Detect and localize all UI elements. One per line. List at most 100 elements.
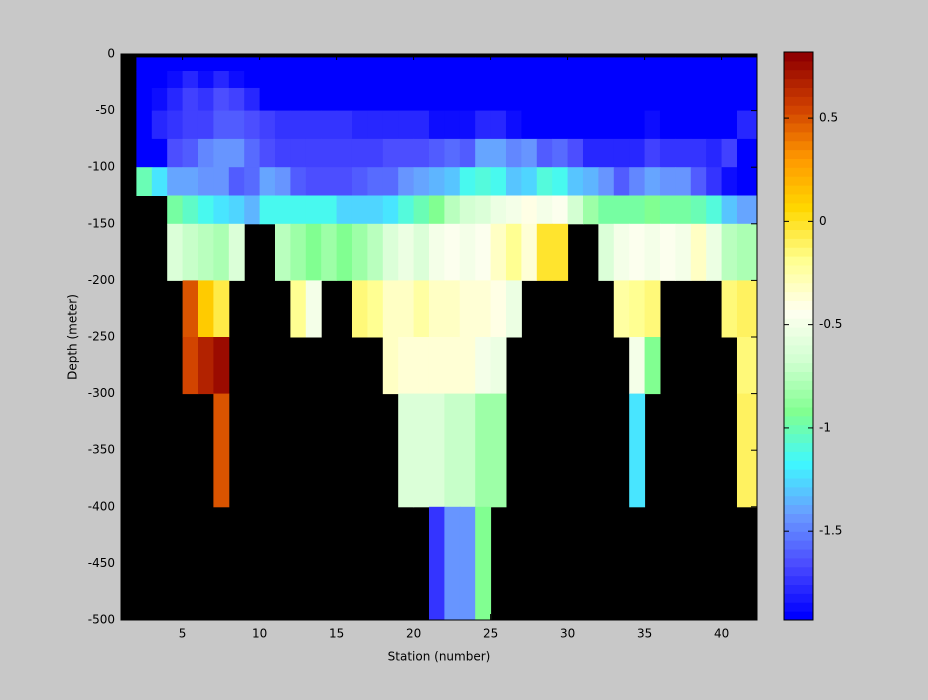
colorbar-segment — [784, 371, 813, 381]
y-tick-label: -150 — [88, 216, 115, 230]
heat-cell — [721, 70, 738, 89]
heat-cell — [321, 70, 338, 89]
heat-cell — [197, 110, 214, 140]
heat-cell — [305, 195, 322, 225]
heat-cell — [398, 70, 415, 89]
x-tick-label: 20 — [406, 627, 421, 641]
heat-cell — [167, 70, 184, 89]
heat-cell — [213, 223, 230, 281]
colorbar-segment — [784, 424, 813, 435]
heat-cell — [706, 167, 723, 196]
heat-cell — [428, 110, 445, 140]
colorbar-segment — [784, 486, 813, 497]
heat-cell — [552, 110, 569, 140]
heat-cell — [613, 70, 630, 89]
heat-cell — [675, 70, 692, 89]
heat-cell — [182, 87, 199, 112]
heat-cell — [490, 138, 507, 168]
heat-cell — [629, 57, 646, 72]
heat-cell — [505, 87, 522, 112]
heat-cell — [136, 57, 153, 72]
heat-cell — [721, 138, 738, 168]
heat-cell — [351, 110, 368, 140]
heat-cell — [459, 337, 476, 395]
heat-cell — [613, 57, 630, 72]
colorbar-segment — [784, 220, 813, 230]
heat-cell — [629, 70, 646, 89]
colorbar-segment — [784, 309, 813, 319]
heat-cell — [706, 70, 723, 89]
heat-cell — [675, 110, 692, 140]
heat-cell — [706, 138, 723, 168]
heat-cell — [675, 167, 692, 196]
heat-cell — [336, 87, 353, 112]
heat-cell — [305, 110, 322, 140]
heat-cell — [228, 195, 245, 225]
heat-cell — [567, 70, 584, 89]
heat-cell — [552, 70, 569, 89]
heat-cell — [244, 138, 261, 168]
heat-cell — [259, 87, 276, 112]
heat-cell — [213, 167, 230, 196]
heat-cell — [382, 70, 399, 89]
heat-cell — [567, 57, 584, 72]
heat-cell — [675, 57, 692, 72]
heat-cell — [244, 167, 261, 196]
heat-cell — [613, 167, 630, 196]
heat-cell — [428, 393, 445, 508]
heat-cell — [290, 70, 307, 89]
heat-cell — [274, 57, 291, 72]
heat-cell — [629, 280, 646, 338]
y-tick-label: -300 — [88, 386, 115, 400]
y-tick-label: -250 — [88, 330, 115, 344]
colorbar-segment — [784, 291, 813, 301]
heat-cell — [444, 70, 461, 89]
colorbar-segment — [784, 336, 813, 346]
heat-cell — [197, 57, 214, 72]
heat-cell — [167, 223, 184, 281]
heat-cell — [351, 195, 368, 225]
heat-cell — [167, 87, 184, 112]
heat-cell — [490, 337, 507, 395]
heat-cell — [505, 167, 522, 196]
heat-cell — [675, 138, 692, 168]
x-tick-label: 25 — [483, 627, 498, 641]
heat-cell — [398, 138, 415, 168]
heat-cell — [444, 337, 461, 395]
heat-cell — [721, 57, 738, 72]
heat-cell — [228, 223, 245, 281]
heat-cell — [459, 223, 476, 281]
colorbar-segment — [784, 78, 813, 88]
heat-cell — [167, 110, 184, 140]
heat-cell — [690, 70, 707, 89]
heat-cell — [428, 70, 445, 89]
heat-cell — [613, 87, 630, 112]
colorbar-segment — [784, 202, 813, 213]
heat-cell — [382, 57, 399, 72]
heat-cell — [274, 195, 291, 225]
heat-cell — [213, 110, 230, 140]
heat-cell — [613, 280, 630, 338]
heat-cell — [690, 195, 707, 225]
heat-cell — [259, 167, 276, 196]
heat-cell — [428, 138, 445, 168]
heat-cell — [428, 223, 445, 281]
x-axis-label: Station (number) — [388, 650, 491, 664]
colorbar-segment — [784, 557, 813, 568]
heat-cell — [336, 70, 353, 89]
heat-cell — [444, 110, 461, 140]
heat-cell — [444, 87, 461, 112]
heat-cell — [167, 138, 184, 168]
heat-cell — [521, 167, 538, 196]
heat-cell — [490, 110, 507, 140]
colorbar-segment — [784, 575, 813, 585]
heat-cell — [398, 167, 415, 196]
x-tick-label: 10 — [252, 627, 267, 641]
heat-cell — [228, 57, 245, 72]
heat-cell — [167, 57, 184, 72]
heat-cell — [151, 110, 168, 140]
heat-cell — [444, 195, 461, 225]
colorbar-segment — [784, 300, 813, 310]
colorbar-segment — [784, 60, 813, 71]
colorbar-segment — [784, 52, 813, 62]
